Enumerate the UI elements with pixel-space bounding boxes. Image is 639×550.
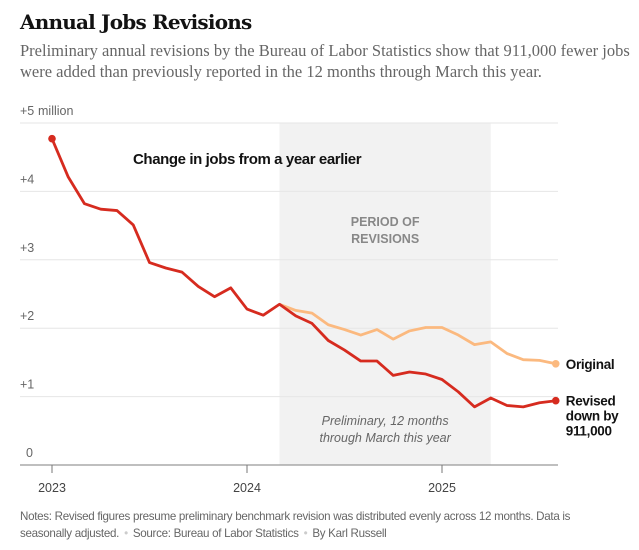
chart-annotation-title: Change in jobs from a year earlier [133,151,362,168]
chart-title: Annual Jobs Revisions [20,10,252,34]
separator-dot: • [303,527,308,540]
y-tick-label: 0 [26,446,33,460]
x-tick-label: 2025 [428,481,456,495]
series-label: Original [566,357,615,372]
period-note: through March this year [319,431,451,445]
series-label: Revised [566,394,616,409]
period-note: Preliminary, 12 months [322,414,449,428]
period-label: REVISIONS [351,232,419,246]
series-end-point [551,359,560,368]
source-text: Source: Bureau of Labor Statistics [132,527,299,540]
series-label: 911,000 [566,424,612,439]
byline: By Karl Russell [312,527,387,540]
series-line-revised [50,138,556,409]
series-start-point [48,134,56,143]
revision-period-shade [279,123,491,465]
y-tick-label: +4 [20,172,34,186]
chart-notes: Notes: Revised figures presume prelimina… [20,508,620,542]
series-line-original [279,302,557,366]
y-unit-label: million [38,104,73,118]
separator-dot: • [124,527,128,540]
y-tick-label: +1 [20,378,34,392]
chart-subtitle: Preliminary annual revisions by the Bure… [20,41,630,81]
period-label: PERIOD OF [351,215,420,229]
y-tick-label: +2 [20,309,34,323]
notes-text: Notes: Revised figures presume prelimina… [20,510,571,540]
y-tick-label: +5 [20,104,34,118]
series-label: down by [566,409,619,424]
y-tick-label: +3 [20,241,34,255]
series-end-point [551,396,560,405]
x-tick-label: 2024 [233,481,261,495]
x-tick-label: 2023 [38,481,66,495]
